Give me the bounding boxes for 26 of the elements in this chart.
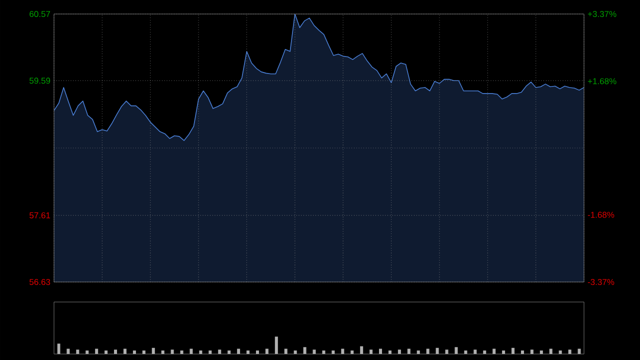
bar xyxy=(445,350,448,354)
bar xyxy=(312,350,316,354)
bar xyxy=(474,350,477,354)
y2-tick-label: +1.68% xyxy=(588,78,616,84)
bar xyxy=(170,350,174,354)
y-tick-label: 56.63 xyxy=(30,279,50,286)
bar xyxy=(274,336,278,354)
bar xyxy=(370,350,373,354)
y2-tick-label: +3.37% xyxy=(588,10,616,18)
bar xyxy=(398,350,401,354)
y-tick-label: 60.57 xyxy=(30,11,50,18)
bar xyxy=(152,348,155,354)
bar xyxy=(530,350,534,354)
y2-tick-label: -3.37% xyxy=(588,279,614,286)
y-tick-label: 57.61 xyxy=(30,212,50,218)
bar xyxy=(114,350,118,354)
y2-tick-label: -1.68% xyxy=(588,212,614,218)
bar xyxy=(360,346,364,354)
bar xyxy=(303,347,306,354)
bar xyxy=(218,350,222,354)
bar xyxy=(454,347,458,354)
bar xyxy=(76,350,80,354)
bar xyxy=(436,348,439,354)
bar xyxy=(512,348,515,354)
bar xyxy=(568,350,572,354)
y-tick-label: 59.59 xyxy=(30,78,50,84)
